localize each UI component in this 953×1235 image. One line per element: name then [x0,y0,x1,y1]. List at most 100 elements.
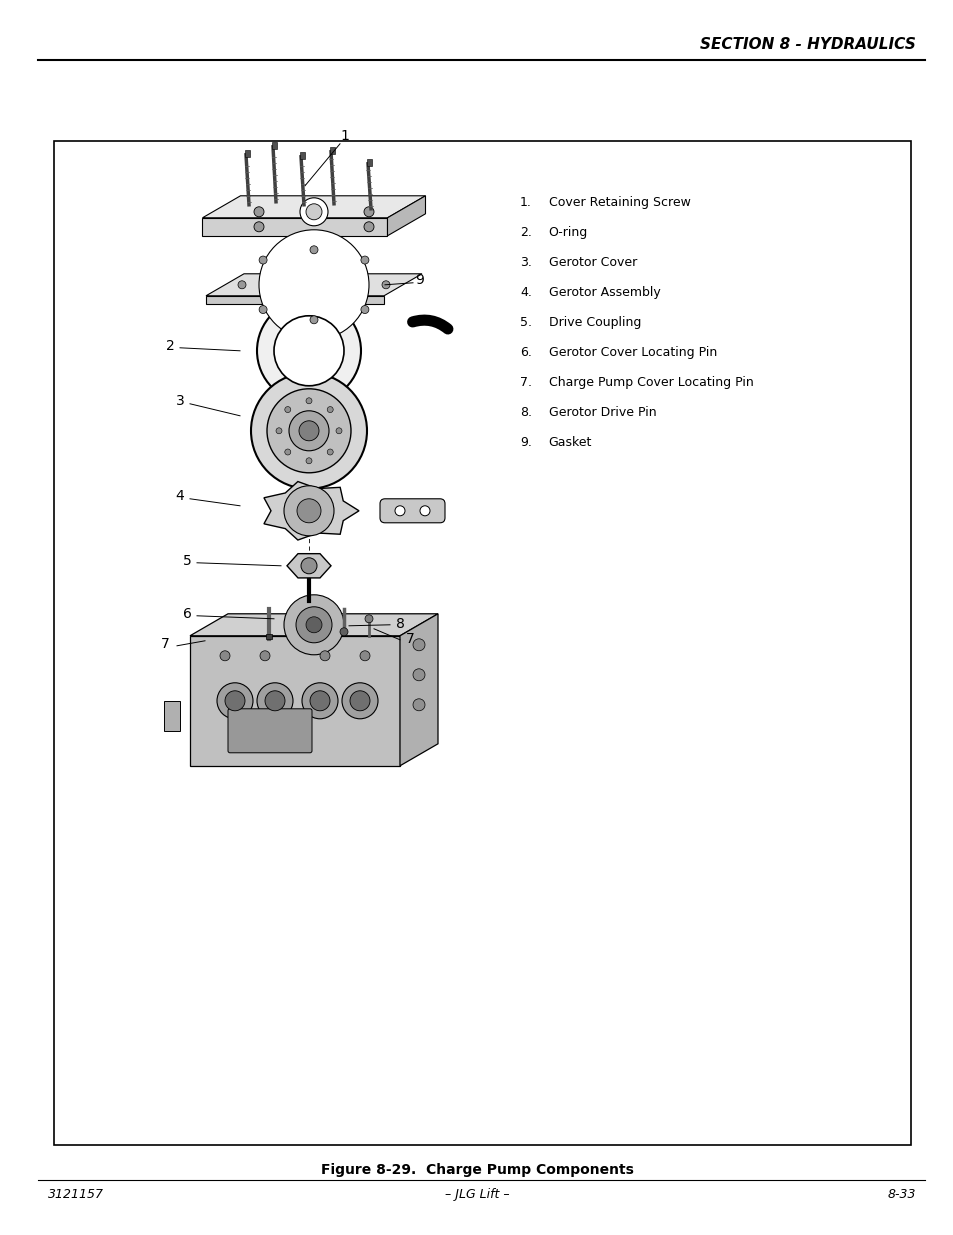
Circle shape [309,214,318,224]
Text: 3.: 3. [519,256,531,269]
Circle shape [302,683,337,719]
Circle shape [289,411,329,451]
Text: 8.: 8. [519,406,532,419]
Circle shape [395,506,405,516]
FancyBboxPatch shape [228,709,312,753]
Text: Drive Coupling: Drive Coupling [548,316,640,329]
Circle shape [295,606,332,642]
Bar [245,149,250,157]
Text: Gerotor Drive Pin: Gerotor Drive Pin [548,406,656,419]
Circle shape [256,299,360,403]
Bar [272,142,276,148]
Circle shape [285,450,291,454]
Text: 5.: 5. [519,316,532,329]
Circle shape [381,280,390,289]
Bar [367,159,372,165]
Text: 9: 9 [416,273,424,287]
Circle shape [341,683,377,719]
Circle shape [296,499,320,522]
Text: Gasket: Gasket [548,436,591,448]
Text: 4.: 4. [519,285,531,299]
Circle shape [319,651,330,661]
Polygon shape [206,274,421,296]
Text: Charge Pump Cover Locating Pin: Charge Pump Cover Locating Pin [548,375,753,389]
Polygon shape [206,296,384,304]
Circle shape [274,316,344,385]
Text: 8: 8 [395,616,404,631]
Circle shape [267,389,351,473]
Circle shape [259,305,267,314]
Polygon shape [190,636,399,766]
Text: 3: 3 [175,394,184,408]
Bar [330,147,335,154]
Text: Gerotor Cover Locating Pin: Gerotor Cover Locating Pin [548,346,716,359]
Circle shape [413,699,424,711]
Polygon shape [202,196,425,217]
FancyArrowPatch shape [413,320,447,329]
Circle shape [364,206,374,217]
Circle shape [419,506,430,516]
Text: 9.: 9. [519,436,531,448]
Text: – JLG Lift –: – JLG Lift – [444,1188,509,1200]
Polygon shape [190,614,437,636]
Text: 6.: 6. [519,346,531,359]
Text: Figure 8-29.  Charge Pump Components: Figure 8-29. Charge Pump Components [320,1163,633,1177]
Text: 8-33: 8-33 [886,1188,915,1200]
Bar [299,152,305,159]
Text: Cover Retaining Screw: Cover Retaining Screw [548,196,690,209]
Circle shape [327,450,333,454]
Circle shape [364,222,374,232]
Text: Gerotor Assembly: Gerotor Assembly [548,285,659,299]
Circle shape [339,627,348,636]
Circle shape [237,280,246,289]
Circle shape [284,595,344,655]
Circle shape [360,256,369,264]
Circle shape [253,222,264,232]
Text: 6: 6 [182,606,192,621]
Circle shape [365,615,373,622]
Text: O-ring: O-ring [548,226,587,238]
Circle shape [260,651,270,661]
Circle shape [256,683,293,719]
Text: SECTION 8 - HYDRAULICS: SECTION 8 - HYDRAULICS [700,37,915,52]
Circle shape [253,206,264,217]
Polygon shape [287,553,331,578]
Circle shape [258,230,369,340]
Circle shape [259,256,267,264]
Text: 5: 5 [182,553,192,568]
Polygon shape [264,482,358,540]
Circle shape [220,651,230,661]
Text: 2: 2 [166,338,174,353]
Text: 7.: 7. [519,375,532,389]
Circle shape [413,669,424,680]
Bar [54,141,910,1145]
Text: 7: 7 [160,637,170,651]
FancyBboxPatch shape [379,499,444,522]
Circle shape [285,406,291,412]
Circle shape [284,485,334,536]
Circle shape [306,616,322,632]
Circle shape [306,398,312,404]
Text: 1.: 1. [519,196,531,209]
Bar [266,634,272,638]
Text: 1: 1 [340,128,349,143]
Circle shape [299,198,328,226]
Circle shape [335,427,341,433]
Circle shape [360,305,369,314]
Circle shape [310,316,317,324]
Text: 2.: 2. [519,226,531,238]
Text: 4: 4 [175,489,184,503]
Text: 3121157: 3121157 [48,1188,104,1200]
Circle shape [265,690,285,711]
Circle shape [216,683,253,719]
Circle shape [275,427,282,433]
Circle shape [310,690,330,711]
Bar [164,700,180,731]
Circle shape [298,421,318,441]
Circle shape [301,558,316,574]
Circle shape [413,638,424,651]
Circle shape [251,373,367,489]
Circle shape [350,690,370,711]
Circle shape [310,246,317,253]
Circle shape [225,690,245,711]
